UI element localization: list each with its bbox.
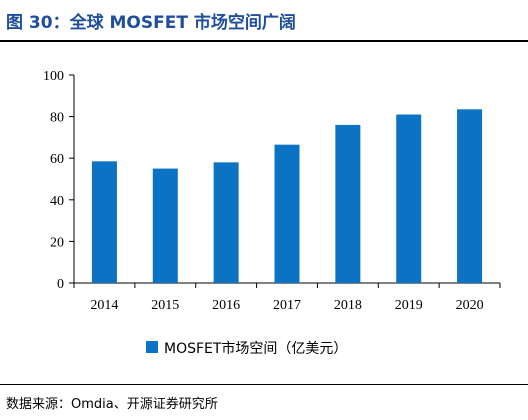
bar bbox=[152, 168, 178, 283]
x-tick-label: 2016 bbox=[212, 298, 240, 313]
x-tick-label: 2020 bbox=[456, 298, 484, 313]
y-tick-label: 40 bbox=[50, 194, 64, 209]
legend-swatch bbox=[146, 341, 158, 353]
x-tick-label: 2018 bbox=[334, 298, 362, 313]
bar bbox=[335, 124, 361, 283]
bar-series bbox=[91, 109, 483, 284]
x-tick-label: 2015 bbox=[151, 298, 179, 313]
bar bbox=[396, 114, 422, 284]
y-axis: 0 20 40 60 80 100 bbox=[43, 69, 75, 292]
y-tick-label: 80 bbox=[50, 111, 64, 126]
source-note: 数据来源：Omdia、开源证券研究所 bbox=[6, 397, 218, 412]
y-tick-label: 20 bbox=[50, 235, 64, 250]
x-tick-label: 2017 bbox=[273, 298, 301, 313]
title-underline bbox=[0, 40, 528, 42]
bar bbox=[457, 109, 483, 283]
legend-label: MOSFET市场空间（亿美元） bbox=[164, 340, 347, 357]
x-tick-label: 2014 bbox=[90, 298, 118, 313]
bar bbox=[91, 161, 117, 283]
bar-chart: 0 20 40 60 80 100 2014 2015 2016 2017 2018 2019 202… bbox=[43, 69, 501, 357]
bar bbox=[213, 162, 239, 283]
bar bbox=[274, 144, 300, 283]
y-tick-label: 100 bbox=[43, 69, 64, 84]
x-axis: 2014 2015 2016 2017 2018 2019 2020 bbox=[73, 282, 501, 313]
y-tick-label: 0 bbox=[57, 277, 64, 292]
figure-title: 图 30：全球 MOSFET 市场空间广阔 bbox=[6, 13, 296, 33]
y-tick-label: 60 bbox=[50, 152, 64, 167]
legend: MOSFET市场空间（亿美元） bbox=[146, 340, 347, 357]
source-rule bbox=[0, 384, 528, 385]
x-tick-label: 2019 bbox=[395, 298, 423, 313]
